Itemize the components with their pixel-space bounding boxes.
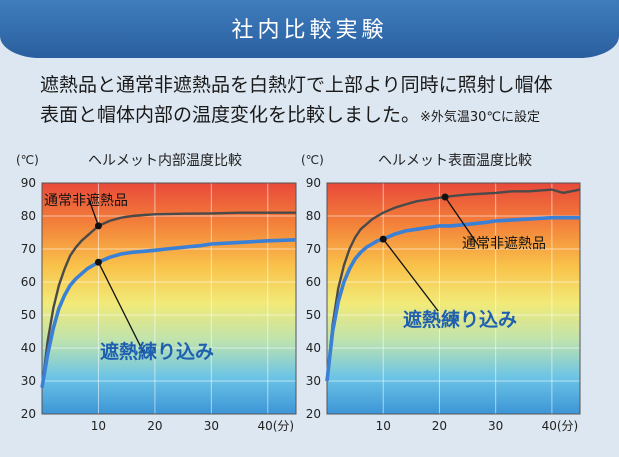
annotation-leader xyxy=(382,238,439,312)
plot-frame xyxy=(326,182,581,415)
x-tick-label: 30 xyxy=(204,419,219,433)
y-tick-label: 80 xyxy=(21,209,36,223)
plot-area xyxy=(42,183,296,414)
chart-2: ヘルメット表面温度比較 (℃) 20 30 40 50 60 70 80 90 10 20 30 40(分… xyxy=(301,153,581,433)
title-banner: 社内比較実験 xyxy=(0,0,619,58)
y-tick-label: 30 xyxy=(21,374,36,388)
y-tick-label: 60 xyxy=(306,275,321,289)
series-line-standard xyxy=(325,188,581,382)
intro-text: 遮熱品と通常非遮熱品を白熱灯で上部より同時に照射し帽体 表面と帽体内部の温度変化… xyxy=(40,70,600,133)
series-line-heat-shield xyxy=(40,238,297,388)
y-axis-unit-label: (℃) xyxy=(301,153,324,167)
x-tick-label: 40(分) xyxy=(257,419,294,433)
series-line-heat-shield xyxy=(325,215,580,382)
x-tick-label: 20 xyxy=(147,419,162,433)
chart-title: ヘルメット内部温度比較 xyxy=(88,153,242,169)
chart-title: ヘルメット表面温度比較 xyxy=(378,153,532,169)
x-tick-label: 20 xyxy=(432,419,447,433)
y-tick-label: 90 xyxy=(306,176,321,190)
y-tick-label: 30 xyxy=(306,374,321,388)
y-tick-label: 20 xyxy=(21,407,36,421)
y-tick-label: 70 xyxy=(306,242,321,256)
annotation-leader xyxy=(87,197,100,227)
intro-line-2: 表面と帽体内部の温度変化を比較しました。※外気温30℃に設定 xyxy=(40,100,600,133)
y-axis-unit-label: (℃) xyxy=(16,153,39,167)
intro-note: ※外気温30℃に設定 xyxy=(420,110,541,125)
intro-line-2-text: 表面と帽体内部の温度変化を比較しました。 xyxy=(40,104,421,126)
plot-frame xyxy=(41,182,297,415)
series-label-heat-shield: 遮熱練り込み xyxy=(100,340,214,363)
y-tick-label: 20 xyxy=(306,407,321,421)
y-tick-label: 80 xyxy=(306,209,321,223)
annotation-leader xyxy=(97,261,146,355)
x-tick-label: 40(分) xyxy=(542,419,579,433)
annotation-leader xyxy=(444,196,479,246)
chart-1: ヘルメット内部温度比較 (℃) 20 30 40 50 60 70 80 90 10 20 30 40(分… xyxy=(16,153,297,433)
x-tick-label: 10 xyxy=(376,419,391,433)
y-tick-label: 40 xyxy=(306,341,321,355)
y-tick-label: 60 xyxy=(21,275,36,289)
y-tick-label: 70 xyxy=(21,242,36,256)
series-label-heat-shield: 遮熱練り込み xyxy=(403,308,517,331)
series-label-standard: 通常非遮熱品 xyxy=(44,193,128,209)
y-tick-label: 40 xyxy=(21,341,36,355)
x-tick-label: 30 xyxy=(488,419,503,433)
series-label-standard: 通常非遮熱品 xyxy=(462,236,546,252)
y-tick-label: 50 xyxy=(21,308,36,322)
intro-line-1: 遮熱品と通常非遮熱品を白熱灯で上部より同時に照射し帽体 xyxy=(40,74,553,96)
x-tick-label: 10 xyxy=(91,419,106,433)
y-tick-label: 90 xyxy=(21,176,36,190)
page-title: 社内比較実験 xyxy=(231,18,388,43)
y-tick-label: 50 xyxy=(306,308,321,322)
